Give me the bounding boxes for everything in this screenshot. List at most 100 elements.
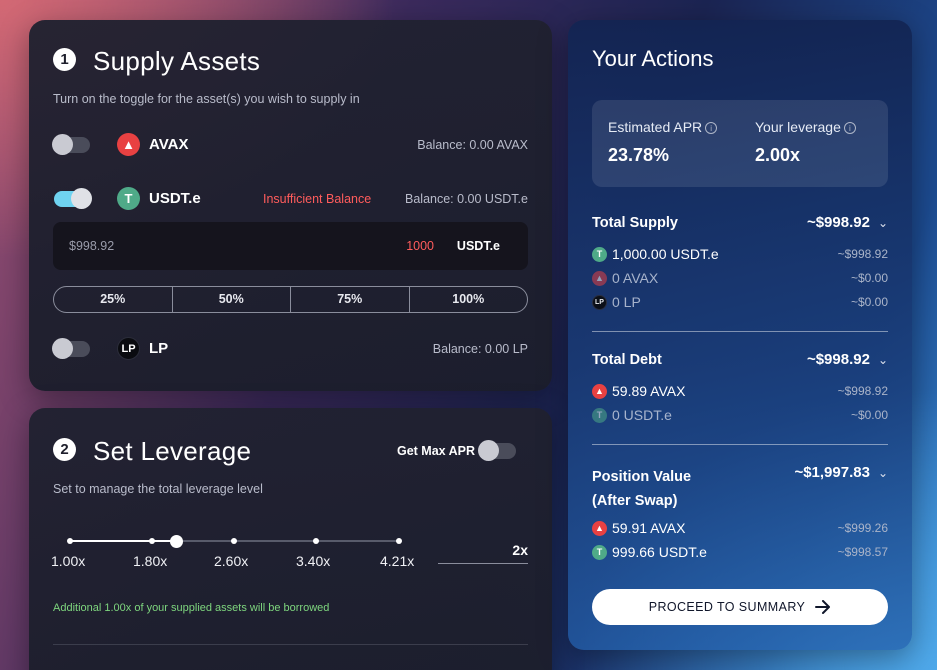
position-value-total: ~$1,997.83 — [794, 464, 870, 481]
avax-icon: ▲ — [592, 520, 607, 536]
leverage-subtitle: Set to manage the total leverage level — [53, 482, 263, 496]
estimated-apr-label: Estimated APR i — [608, 119, 718, 135]
tick-label: 4.21x — [380, 553, 415, 569]
supply-item: T 1,000.00 USDT.e — [592, 246, 719, 262]
arrow-right-icon — [815, 600, 831, 614]
usdt-icon: T — [117, 187, 140, 210]
position-item-amount: 59.91 AVAX — [612, 520, 686, 536]
avax-icon: ▲ — [117, 133, 140, 156]
info-icon[interactable]: i — [843, 122, 856, 135]
percent-50-button[interactable]: 50% — [173, 287, 291, 312]
step-number: 1 — [53, 48, 76, 71]
debt-item: ▲ 59.89 AVAX — [592, 383, 685, 399]
estimated-apr-value: 23.78% — [608, 145, 670, 165]
slider-tick — [396, 538, 402, 544]
info-icon[interactable]: i — [705, 122, 718, 135]
position-item-usd: ~$998.57 — [837, 545, 888, 559]
asset-name-lp: LP — [149, 340, 169, 357]
supply-assets-card: 1 Supply Assets Turn on the toggle for t… — [29, 20, 552, 391]
proceed-to-summary-button[interactable]: PROCEED TO SUMMARY — [592, 589, 888, 625]
usdt-toggle[interactable] — [54, 188, 92, 209]
supply-item-amount: 0 LP — [612, 294, 641, 310]
chevron-down-icon: ⌄ — [877, 465, 888, 480]
asset-name-avax: AVAX — [149, 136, 189, 153]
debt-item-usd: ~$0.00 — [850, 408, 888, 422]
total-debt-label: Total Debt — [592, 352, 662, 368]
debt-item-usd: ~$998.92 — [837, 384, 888, 398]
position-value-label: Position Value (After Swap) — [592, 465, 691, 513]
position-item: ▲ 59.91 AVAX — [592, 520, 685, 536]
supply-item: LP 0 LP — [592, 294, 641, 310]
avax-icon: ▲ — [592, 270, 607, 286]
insufficient-balance-warning: Insufficient Balance — [263, 192, 372, 206]
percent-75-button[interactable]: 75% — [291, 287, 410, 312]
slider-fill — [70, 540, 176, 542]
lp-toggle[interactable] — [52, 338, 90, 359]
supply-title: Supply Assets — [93, 46, 261, 76]
slider-tick — [149, 538, 155, 544]
slider-tick — [231, 538, 237, 544]
supply-item-usd: ~$0.00 — [850, 271, 888, 285]
borrow-note: Additional 1.00x of your supplied assets… — [53, 602, 330, 614]
apr-summary-box: Estimated APR i 23.78% Your leverage i 2.0… — [592, 100, 888, 187]
tick-label: 1.80x — [133, 553, 168, 569]
percent-25-button[interactable]: 25% — [54, 287, 173, 312]
amount-input[interactable]: $998.92 1000 USDT.e — [53, 222, 528, 270]
lp-icon: LP — [117, 337, 140, 360]
divider — [592, 444, 888, 445]
chevron-down-icon: ⌄ — [877, 352, 888, 367]
position-item-usd: ~$999.26 — [837, 521, 888, 535]
position-value-toggle[interactable]: ~$1,997.83 ⌄ — [794, 464, 888, 481]
balance-usdt: Balance: 0.00 USDT.e — [405, 192, 528, 206]
tick-label: 1.00x — [51, 553, 86, 569]
leverage-title: Set Leverage — [93, 436, 252, 466]
supply-item-amount: 0 AVAX — [612, 270, 659, 286]
total-supply-label: Total Supply — [592, 215, 678, 231]
actions-title: Your Actions — [592, 46, 714, 71]
slider-thumb[interactable] — [169, 535, 183, 548]
step-number: 2 — [53, 438, 76, 461]
tick-label: 3.40x — [296, 553, 331, 569]
debt-item: T 0 USDT.e — [592, 407, 672, 423]
total-debt-value: ~$998.92 — [806, 351, 870, 368]
chevron-down-icon: ⌄ — [877, 215, 888, 230]
amount-value: 1000 — [406, 239, 434, 253]
set-leverage-card: 2 Set Leverage Get Max APR Set to manage… — [29, 408, 552, 670]
position-value-label-line1: Position Value — [592, 469, 692, 485]
get-max-apr-toggle[interactable] — [478, 440, 516, 461]
your-leverage-value: 2.00x — [755, 145, 801, 165]
percent-100-button[interactable]: 100% — [452, 292, 485, 306]
supply-item: ▲ 0 AVAX — [592, 270, 658, 286]
supply-item-usd: ~$0.00 — [850, 295, 888, 309]
your-leverage-label: Your leverage i — [755, 119, 856, 135]
your-actions-card: Your Actions Estimated APR i 23.78% Your … — [568, 20, 912, 650]
amount-usd-value: $998.92 — [69, 239, 115, 253]
avax-toggle[interactable] — [52, 134, 90, 155]
total-supply-toggle[interactable]: ~$998.92 ⌄ — [807, 214, 888, 231]
slider-tick — [67, 538, 73, 544]
divider — [592, 331, 888, 332]
leverage-value: 2x — [512, 542, 528, 558]
total-supply-value: ~$998.92 — [806, 214, 870, 231]
amount-unit: USDT.e — [456, 239, 500, 253]
asset-name-usdt: USDT.e — [149, 190, 201, 207]
supply-subtitle: Turn on the toggle for the asset(s) you … — [53, 92, 360, 106]
slider-tick — [313, 538, 319, 544]
lp-icon: LP — [592, 294, 607, 310]
proceed-label: PROCEED TO SUMMARY — [648, 600, 806, 614]
position-value-label-line2: (After Swap) — [592, 493, 678, 509]
percent-buttons: 25% 50% 75% 100% — [53, 286, 528, 313]
total-debt-toggle[interactable]: ~$998.92 ⌄ — [807, 351, 888, 368]
supply-item-usd: ~$998.92 — [837, 247, 888, 261]
leverage-value-input[interactable]: 2x — [438, 534, 528, 564]
debt-item-amount: 0 USDT.e — [612, 407, 672, 423]
tick-label: 2.60x — [214, 553, 249, 569]
estimated-apr-text: Estimated APR — [608, 119, 703, 135]
balance-avax: Balance: 0.00 AVAX — [417, 138, 528, 152]
get-max-apr-label: Get Max APR — [397, 444, 476, 458]
debt-item-amount: 59.89 AVAX — [612, 383, 686, 399]
usdt-icon: T — [592, 544, 607, 560]
leverage-slider[interactable] — [67, 534, 402, 548]
avax-icon: ▲ — [592, 383, 607, 399]
divider — [53, 644, 528, 645]
